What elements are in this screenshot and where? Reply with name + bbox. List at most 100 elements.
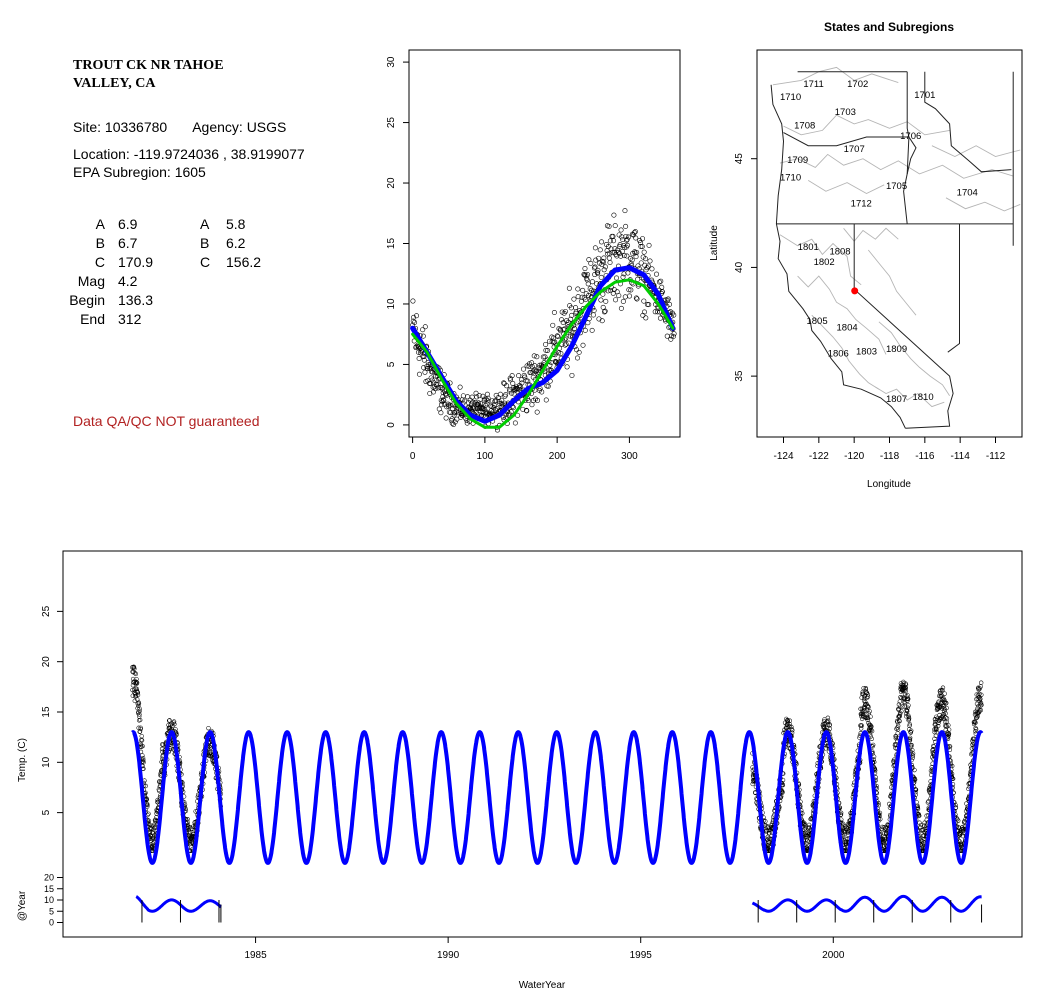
scatter-point <box>618 305 624 311</box>
subregion-boundary <box>797 275 887 355</box>
scatter-point <box>411 314 417 320</box>
x-tick-label: 300 <box>621 451 638 462</box>
stat-value: 136.3 <box>118 292 154 308</box>
observed-point <box>979 702 984 708</box>
observed-point <box>978 708 984 713</box>
scatter-point <box>470 405 476 411</box>
scatter-point <box>574 347 580 353</box>
scatter-point <box>628 261 634 267</box>
scatter-point <box>600 304 606 310</box>
scatter-point <box>421 357 427 363</box>
stat-label: A <box>95 216 105 232</box>
scatter-point <box>464 417 470 423</box>
stat-label: C <box>200 254 211 270</box>
scatter-point <box>551 310 557 316</box>
scatter-point <box>607 238 613 244</box>
scatter-point <box>451 421 457 427</box>
scatter-point <box>568 316 574 322</box>
observed-point <box>933 719 938 725</box>
scatter-point <box>611 212 617 218</box>
region-label: 1705 <box>886 181 907 192</box>
observed-point <box>868 729 873 734</box>
scatter-point <box>439 402 445 408</box>
observed-point <box>135 690 141 695</box>
observed-point <box>936 723 941 729</box>
scatter-point <box>585 281 591 287</box>
scatter-point <box>627 293 633 299</box>
observed-point <box>938 690 943 696</box>
observed-point <box>137 708 143 714</box>
scatter-point <box>575 286 581 292</box>
observed-point <box>971 721 977 727</box>
subregion-boundary <box>779 234 862 286</box>
observed-point <box>862 708 867 713</box>
scatter-point <box>449 420 455 426</box>
scatter-point <box>484 391 490 397</box>
observed-point <box>940 715 945 720</box>
observed-point <box>859 711 864 717</box>
scatter-point <box>543 347 549 353</box>
observed-point <box>171 719 177 724</box>
scatter-point <box>641 249 647 255</box>
stat-value: 312 <box>118 311 142 327</box>
observed-point <box>899 709 904 714</box>
region-label: 1708 <box>794 120 815 131</box>
scatter-point <box>563 341 569 347</box>
scatter-point <box>420 327 426 333</box>
observed-point <box>802 826 808 831</box>
scatter-point <box>663 297 669 303</box>
region-label: 1810 <box>912 392 933 403</box>
scatter-point <box>566 285 572 291</box>
observed-point <box>943 711 948 716</box>
scatter-point <box>602 264 608 270</box>
observed-point <box>861 714 866 720</box>
observed-point <box>958 832 963 837</box>
observed-point <box>139 733 144 739</box>
observed-point <box>903 682 909 687</box>
stat-label: End <box>80 311 105 327</box>
scatter-point <box>508 390 514 396</box>
region-label: 1808 <box>829 246 850 257</box>
scatter-point <box>611 238 617 244</box>
observed-point <box>864 695 870 700</box>
observed-point <box>977 686 983 691</box>
region-label: 1801 <box>798 242 819 253</box>
observed-point <box>134 679 139 685</box>
scatter-point <box>549 334 555 340</box>
scatter-point <box>553 359 559 365</box>
observed-point <box>930 746 936 752</box>
observed-point <box>897 704 903 709</box>
scatter-point <box>422 324 428 330</box>
observed-point <box>841 834 847 840</box>
scatter-point <box>616 293 622 299</box>
region-label: 1809 <box>886 344 907 355</box>
scatter-point <box>620 274 626 280</box>
region-label: 1703 <box>835 107 856 118</box>
scatter-point <box>595 267 601 273</box>
scatter-point <box>576 349 582 355</box>
scatter-point <box>482 403 488 409</box>
observed-point <box>867 709 872 714</box>
observed-point <box>141 760 146 765</box>
timeseries-chart: Temp. (C) @Year WaterYear 1985 1990 1995 20… <box>17 550 1023 991</box>
ts-y-tick-label: 25 <box>41 605 52 617</box>
observed-point <box>869 724 874 729</box>
scatter-point <box>457 384 463 390</box>
state-border <box>783 132 910 224</box>
scatter-point <box>659 284 665 290</box>
scatter-point <box>624 253 630 259</box>
scatter-point <box>532 363 538 369</box>
scatter-point <box>574 355 580 361</box>
observed-point <box>973 720 978 725</box>
scatter-point <box>643 315 649 321</box>
observed-point <box>912 767 917 773</box>
scatter-point <box>644 265 650 271</box>
scatter-point <box>410 298 416 304</box>
scatter-point <box>575 318 581 324</box>
qa-disclaimer: Data QA/QC NOT guaranteed <box>73 413 260 429</box>
stat-label: Mag <box>77 273 105 289</box>
scatter-point <box>591 265 597 271</box>
observed-point <box>787 718 793 723</box>
observed-point <box>903 689 908 694</box>
subregion-boundary <box>807 180 885 195</box>
